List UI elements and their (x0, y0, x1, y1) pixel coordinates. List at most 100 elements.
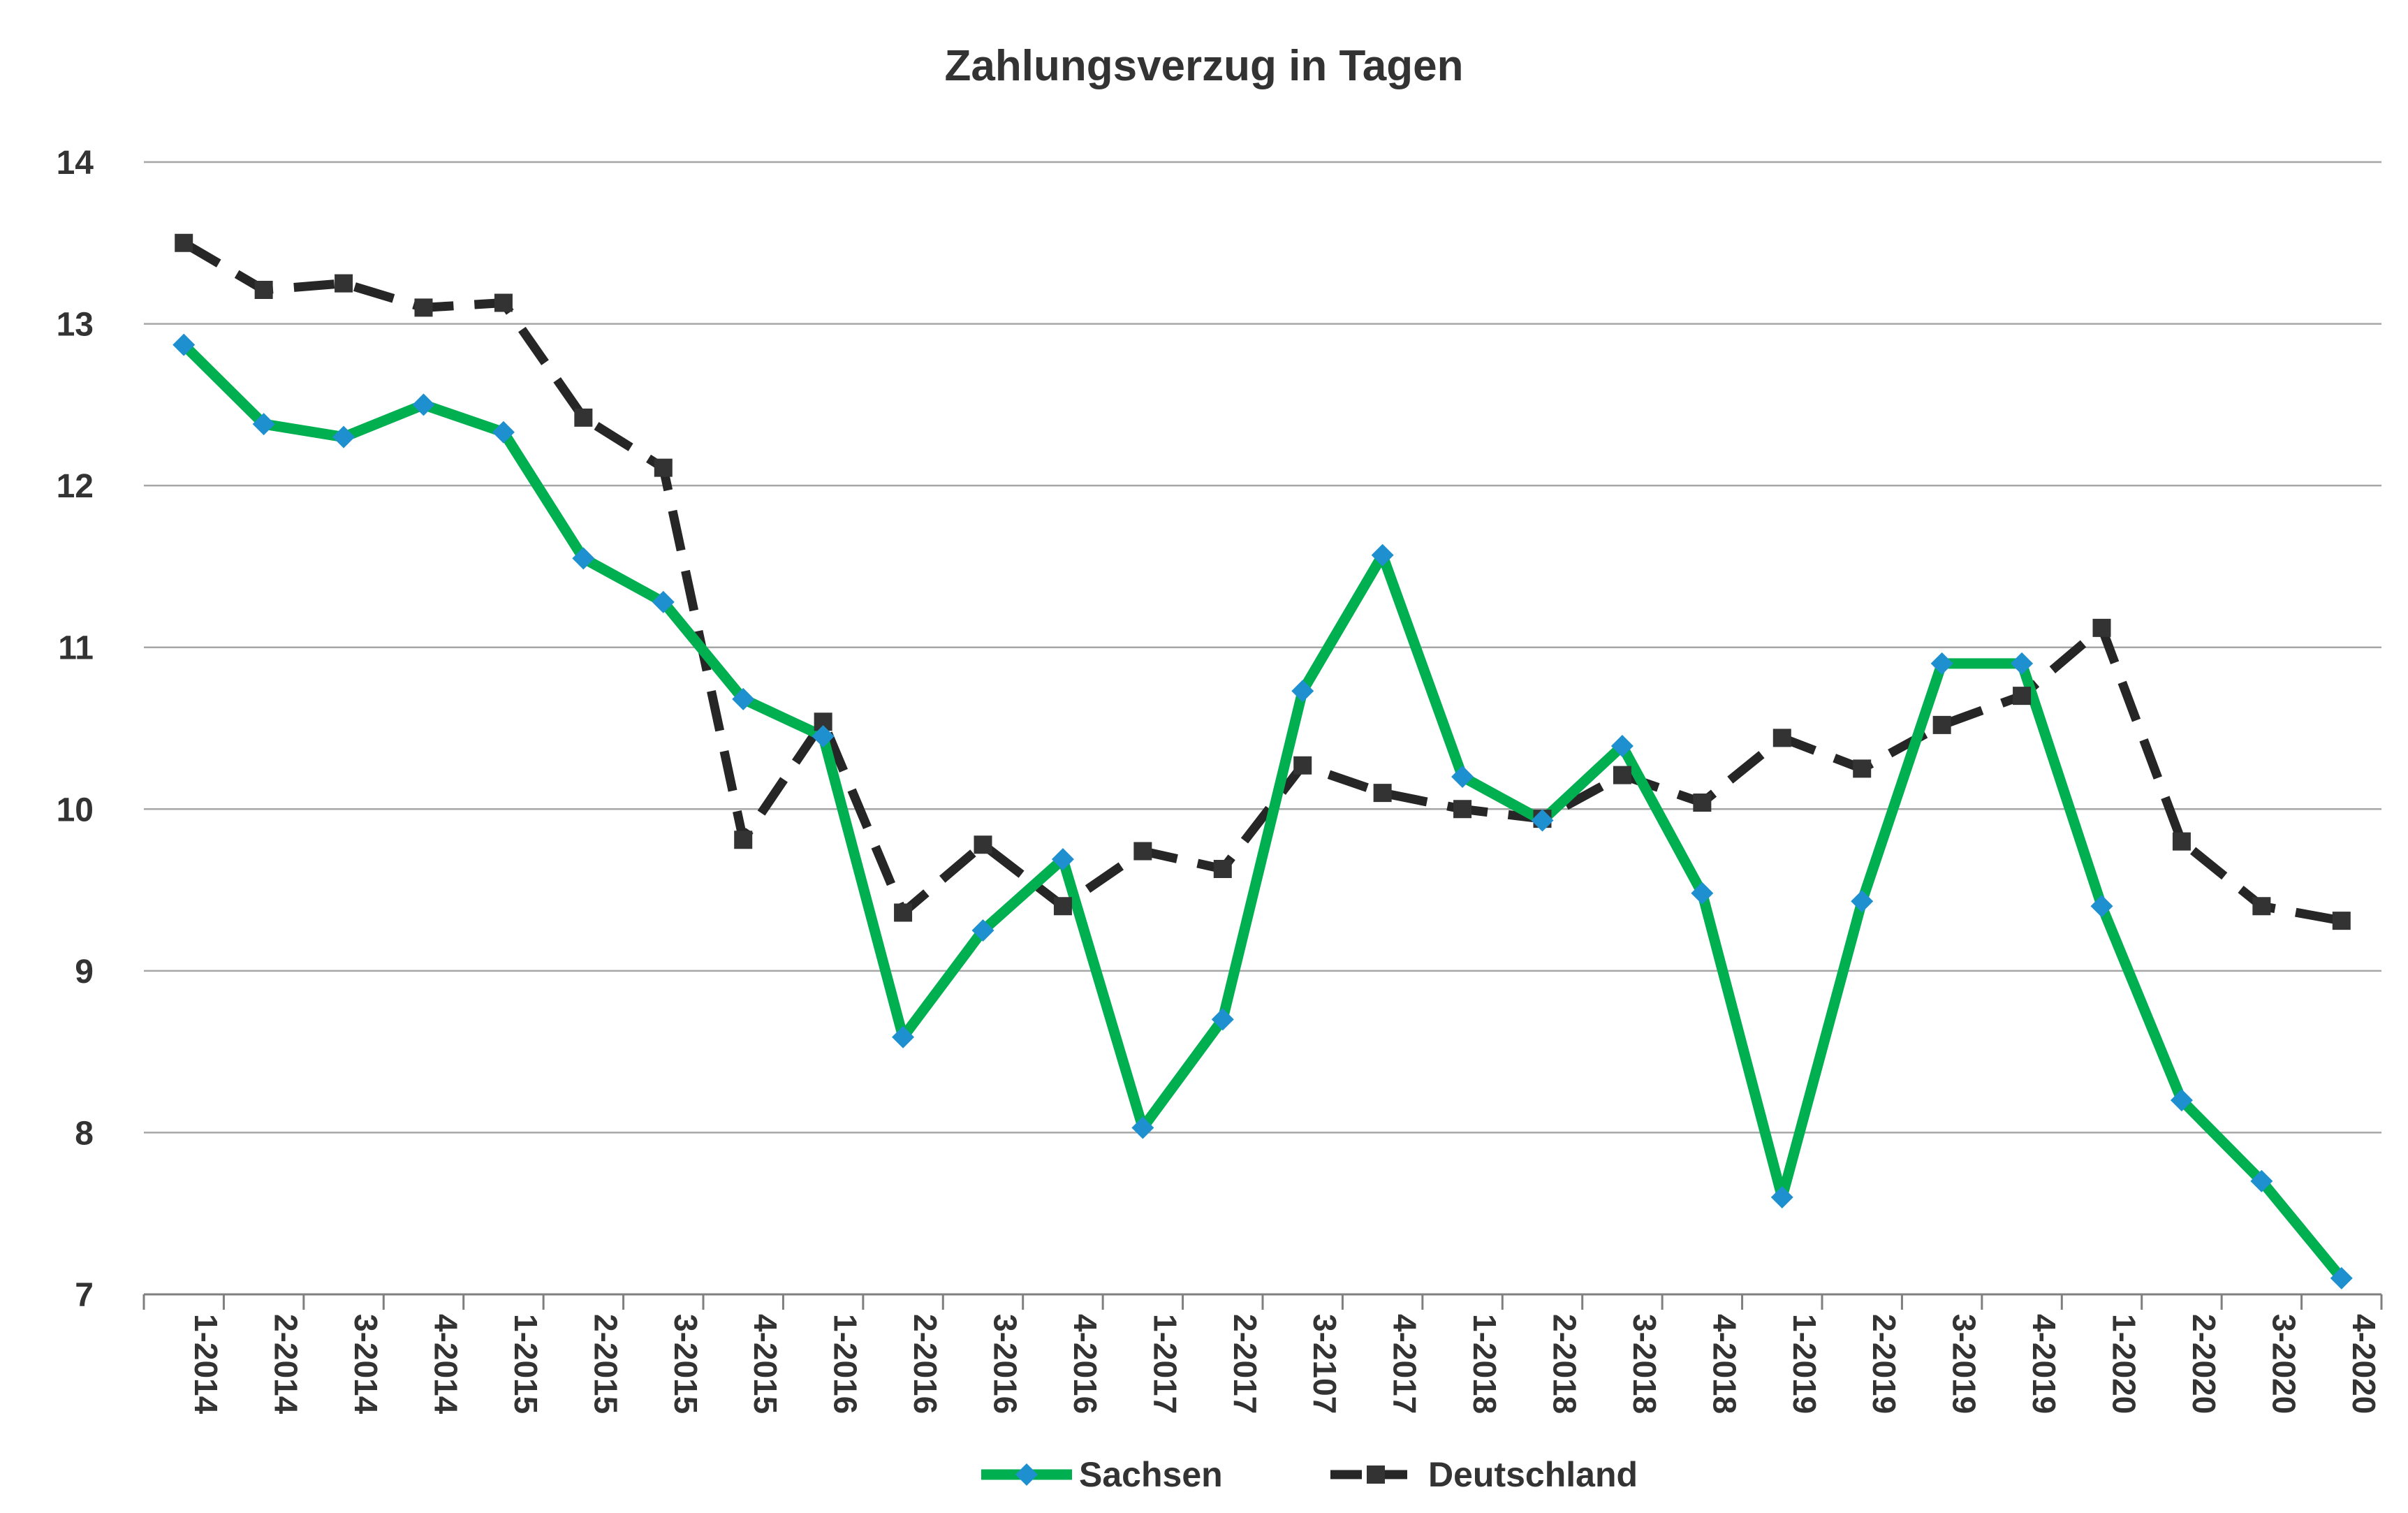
x-tick-label: 3-2019 (1946, 1314, 1983, 1414)
data-point-sachsen[interactable] (971, 919, 994, 942)
data-point-deutschland[interactable] (2252, 897, 2271, 916)
data-point-sachsen[interactable] (1451, 765, 1474, 788)
data-point-sachsen[interactable] (732, 687, 755, 710)
legend-marker-deutschland (1367, 1466, 1385, 1484)
y-tick-label: 11 (58, 630, 94, 667)
x-tick-label: 3-2107 (1307, 1314, 1343, 1414)
data-point-deutschland[interactable] (814, 712, 832, 731)
data-point-sachsen[interactable] (1851, 890, 1874, 913)
x-tick-label: 2-2020 (2186, 1314, 2222, 1414)
legend-label-sachsen: Sachsen (1079, 1455, 1223, 1494)
series-line-sachsen (178, 339, 2347, 1284)
data-point-deutschland[interactable] (2092, 618, 2111, 637)
data-point-deutschland[interactable] (1133, 842, 1152, 861)
legend-marker-sachsen (1015, 1463, 1038, 1486)
x-tick-label: 3-2015 (668, 1314, 704, 1414)
y-tick-label: 9 (75, 953, 94, 991)
data-point-sachsen[interactable] (2011, 652, 2034, 675)
data-point-sachsen[interactable] (332, 425, 355, 448)
data-point-sachsen[interactable] (2170, 1089, 2193, 1112)
data-point-deutschland[interactable] (574, 408, 593, 427)
series-line-deutschland (181, 239, 2342, 926)
x-tick-label: 2-2018 (1547, 1314, 1583, 1414)
legend-item-sachsen[interactable]: Sachsen (981, 1455, 1223, 1494)
x-tick-label: 3-2016 (988, 1314, 1024, 1414)
data-point-sachsen[interactable] (1770, 1186, 1793, 1209)
data-point-sachsen[interactable] (812, 725, 835, 748)
data-point-sachsen[interactable] (2250, 1169, 2273, 1192)
data-point-deutschland[interactable] (1853, 759, 1872, 778)
x-tick-label: 4-2017 (1387, 1314, 1423, 1414)
data-point-sachsen[interactable] (892, 1025, 915, 1048)
x-tick-label: 3-2020 (2266, 1314, 2302, 1414)
legend[interactable]: Sachsen Deutschland (981, 1455, 1638, 1494)
x-tick-label: 2-2014 (268, 1314, 304, 1415)
data-point-deutschland[interactable] (654, 458, 673, 477)
y-tick-label: 8 (75, 1115, 94, 1152)
data-point-deutschland[interactable] (1932, 715, 1951, 734)
x-tick-label: 4-2020 (2346, 1314, 2382, 1414)
x-tick-label: 4-2018 (1706, 1314, 1742, 1414)
x-tick-label: 2-2017 (1227, 1314, 1263, 1414)
x-tick-label: 1-2019 (1786, 1314, 1823, 1414)
data-point-sachsen[interactable] (2330, 1266, 2353, 1289)
x-tick-label: 4-2014 (428, 1314, 464, 1415)
data-point-sachsen[interactable] (1371, 543, 1394, 567)
data-point-deutschland[interactable] (2332, 912, 2351, 930)
data-point-deutschland[interactable] (1693, 794, 1712, 812)
data-point-deutschland[interactable] (335, 274, 353, 293)
x-tick-label: 3-2014 (348, 1314, 384, 1415)
data-point-sachsen[interactable] (1610, 734, 1634, 757)
data-point-sachsen[interactable] (1291, 680, 1314, 703)
data-point-sachsen[interactable] (1131, 1116, 1154, 1139)
data-point-sachsen[interactable] (412, 393, 435, 416)
data-point-deutschland[interactable] (414, 298, 433, 317)
data-point-deutschland[interactable] (254, 280, 273, 299)
series-lines (178, 239, 2347, 1284)
data-point-sachsen[interactable] (492, 421, 515, 444)
data-point-deutschland[interactable] (175, 233, 193, 252)
x-tick-label: 1-2018 (1467, 1314, 1503, 1414)
data-point-sachsen[interactable] (1211, 1008, 1234, 1031)
data-point-sachsen[interactable] (652, 590, 675, 613)
y-tick-label: 7 (75, 1277, 94, 1314)
data-point-deutschland[interactable] (1613, 766, 1631, 784)
data-point-sachsen[interactable] (1691, 882, 1714, 905)
x-tick-label: 1-2017 (1147, 1314, 1183, 1414)
data-point-deutschland[interactable] (1293, 756, 1312, 775)
x-tick-label: 1-2014 (188, 1314, 224, 1415)
legend-item-deutschland[interactable]: Deutschland (1330, 1455, 1638, 1494)
data-point-deutschland[interactable] (2013, 687, 2032, 706)
data-point-sachsen[interactable] (1531, 809, 1554, 832)
series-markers (172, 233, 2353, 1289)
data-point-deutschland[interactable] (1373, 784, 1392, 803)
data-point-deutschland[interactable] (894, 903, 913, 922)
data-point-sachsen[interactable] (1051, 848, 1074, 871)
y-axis-ticks: 7 8 9 10 11 12 13 14 (57, 145, 94, 1314)
x-tick-label: 4-2015 (747, 1314, 784, 1414)
x-tick-label: 3-2018 (1627, 1314, 1663, 1414)
chart-title: Zahlungsverzug in Tagen (945, 42, 1464, 90)
data-point-deutschland[interactable] (1453, 800, 1472, 819)
data-point-sachsen[interactable] (172, 333, 196, 356)
legend-label-deutschland: Deutschland (1428, 1455, 1638, 1494)
data-point-deutschland[interactable] (494, 293, 513, 312)
data-point-deutschland[interactable] (974, 835, 992, 854)
x-tick-label: 2-2015 (587, 1314, 624, 1414)
x-tick-label: 1-2015 (508, 1314, 544, 1414)
y-tick-label: 13 (57, 307, 94, 344)
data-point-deutschland[interactable] (2172, 832, 2191, 851)
data-point-sachsen[interactable] (572, 547, 595, 570)
x-tick-label: 2-2016 (907, 1314, 944, 1414)
data-point-sachsen[interactable] (252, 413, 275, 436)
x-tick-label: 1-2020 (2106, 1314, 2143, 1414)
data-point-deutschland[interactable] (1213, 859, 1232, 878)
data-point-deutschland[interactable] (734, 831, 753, 849)
y-tick-label: 12 (57, 468, 94, 505)
data-point-deutschland[interactable] (1772, 729, 1791, 747)
x-axis: 1-2014 2-2014 3-2014 4-2014 1-2015 2-2015 3-20… (142, 1293, 2383, 1415)
data-point-sachsen[interactable] (1930, 652, 1953, 675)
x-tick-label: 4-2019 (2026, 1314, 2062, 1414)
data-point-deutschland[interactable] (1053, 897, 1072, 916)
data-point-sachsen[interactable] (2090, 895, 2113, 918)
